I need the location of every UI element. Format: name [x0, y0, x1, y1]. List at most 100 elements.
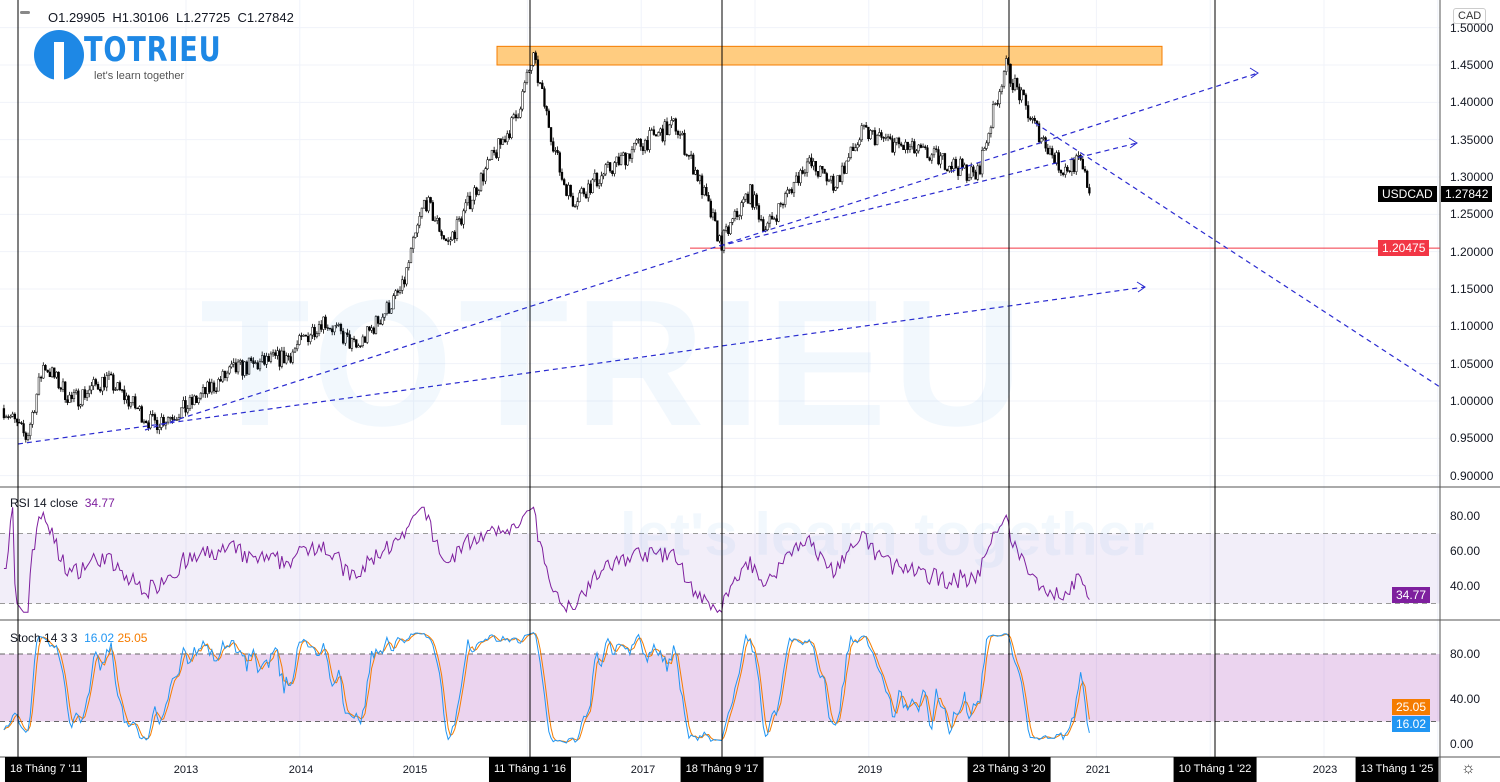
candle — [13, 413, 17, 420]
rsi-tick: 80.00 — [1450, 509, 1481, 523]
candle — [521, 91, 524, 110]
candle — [858, 139, 861, 146]
candle — [654, 134, 658, 137]
price-tick: 1.45000 — [1450, 58, 1494, 72]
candle — [1081, 159, 1084, 170]
candle — [455, 219, 459, 240]
candle — [718, 235, 721, 242]
candle — [1002, 71, 1006, 87]
candle — [158, 427, 161, 431]
candle — [265, 356, 268, 365]
candle — [247, 357, 251, 375]
candle — [271, 352, 275, 355]
candle — [943, 153, 947, 170]
candle — [188, 397, 192, 409]
candle — [9, 416, 12, 418]
candle — [930, 154, 933, 161]
candle — [331, 328, 334, 333]
candle — [346, 332, 349, 335]
candle — [396, 290, 399, 293]
candle — [838, 175, 842, 183]
candle — [595, 172, 599, 187]
candle — [972, 166, 975, 173]
candle — [61, 381, 65, 390]
candle — [374, 316, 378, 334]
candle — [190, 397, 194, 405]
candle — [508, 133, 511, 138]
candle — [444, 238, 448, 241]
candle — [348, 334, 351, 349]
candle — [840, 165, 844, 183]
candle — [99, 388, 102, 392]
candle — [55, 371, 58, 378]
candle — [230, 363, 233, 368]
candle — [541, 82, 544, 90]
candle — [239, 360, 242, 363]
candle — [563, 179, 566, 185]
candle — [403, 279, 406, 285]
year-tick: 2013 — [173, 764, 199, 776]
candle — [64, 381, 67, 400]
candle — [171, 417, 174, 420]
rsi-legend: RSI 14 close 34.77 — [10, 496, 115, 510]
candle — [878, 132, 881, 136]
candle — [928, 157, 931, 161]
candle — [959, 158, 962, 176]
resistance-zone — [496, 45, 1163, 66]
candle — [867, 126, 870, 140]
candle — [967, 177, 971, 181]
candle — [1011, 82, 1014, 91]
candle — [766, 222, 769, 230]
candle — [974, 171, 977, 180]
candle — [788, 189, 791, 191]
candle — [873, 130, 877, 145]
candle — [757, 205, 761, 220]
candle — [569, 184, 572, 197]
logo-icon — [34, 30, 84, 80]
candle — [1053, 154, 1056, 164]
candle — [324, 316, 327, 328]
candle — [85, 393, 89, 398]
candle — [120, 389, 124, 391]
candle — [587, 183, 590, 199]
candle — [906, 141, 909, 150]
candle — [1048, 148, 1052, 155]
candle — [637, 138, 640, 141]
candle — [711, 212, 715, 218]
candle — [700, 175, 704, 196]
price-tick: 1.10000 — [1450, 319, 1494, 334]
candle — [184, 400, 187, 413]
candle — [254, 362, 257, 364]
candle — [490, 150, 494, 160]
date-marker: 18 Tháng 7 '11 — [4, 757, 88, 782]
candle — [433, 220, 437, 222]
candle — [1037, 123, 1041, 143]
candle — [236, 361, 240, 373]
year-tick: 2014 — [288, 764, 314, 776]
candle — [127, 395, 130, 407]
stoch-k-line — [3, 631, 1090, 744]
candle — [464, 202, 467, 212]
candle — [201, 387, 205, 394]
candle — [744, 193, 747, 200]
candle — [604, 164, 607, 175]
currency-button[interactable]: CAD — [1453, 8, 1487, 24]
candle — [965, 164, 968, 181]
settings-icon[interactable]: ☼ — [1461, 760, 1476, 777]
candle — [88, 389, 91, 394]
candle — [48, 371, 52, 377]
year-tick: 2019 — [857, 764, 883, 776]
candle — [935, 148, 938, 150]
candle — [512, 114, 515, 118]
candle — [871, 130, 874, 132]
collapse-icon[interactable] — [20, 11, 30, 14]
candle — [368, 326, 371, 331]
candle — [42, 365, 45, 379]
candle — [381, 316, 384, 325]
candle — [302, 334, 305, 337]
candle — [674, 118, 677, 132]
candle — [635, 139, 638, 144]
candle — [633, 142, 636, 150]
candle — [50, 367, 54, 377]
